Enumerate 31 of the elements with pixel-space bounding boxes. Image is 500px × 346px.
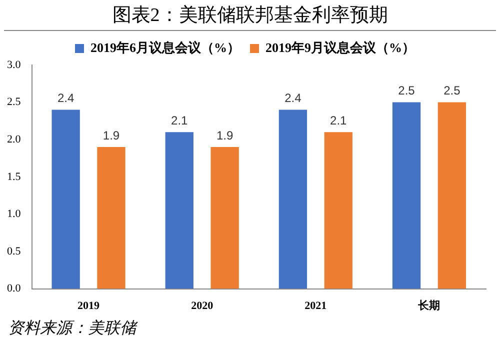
bar (97, 147, 126, 289)
data-label: 2.1 (330, 113, 348, 128)
y-tick-label: 2.5 (7, 96, 22, 108)
bar (438, 102, 466, 289)
data-label: 2.1 (171, 113, 188, 128)
bar (278, 110, 308, 289)
data-label: 1.9 (102, 128, 120, 142)
x-tick-label: 2020 (191, 300, 214, 312)
y-tick-label: 1.5 (7, 170, 22, 183)
bar (324, 132, 352, 289)
x-tick-label: 2021 (304, 300, 327, 312)
bar (52, 110, 80, 289)
legend-label: 2019年6月议息会议（%） (90, 40, 240, 55)
y-tick-label: 3.0 (7, 58, 22, 71)
data-label: 1.9 (216, 128, 234, 142)
y-tick-label: 0.5 (7, 245, 22, 258)
text: 资料来源：美联储 (8, 318, 136, 339)
x-tick-label: 2019 (78, 300, 100, 312)
bar (165, 132, 194, 289)
bar (210, 147, 239, 289)
x-tick-label: 长期 (417, 299, 440, 312)
y-tick-label: 1.0 (7, 208, 22, 220)
data-label: 2.5 (444, 84, 461, 98)
y-tick-label: 2.0 (7, 133, 22, 146)
chart-title: 图表2：美联储联邦基金利率预期 (4, 2, 496, 31)
data-label: 2.5 (398, 84, 416, 98)
data-label: 2.4 (284, 91, 302, 106)
y-tick-label: 0.0 (7, 282, 22, 295)
data-label: 2.4 (57, 91, 74, 106)
bar (392, 102, 421, 289)
legend-label: 2019年9月议息会议（%） (266, 40, 415, 55)
